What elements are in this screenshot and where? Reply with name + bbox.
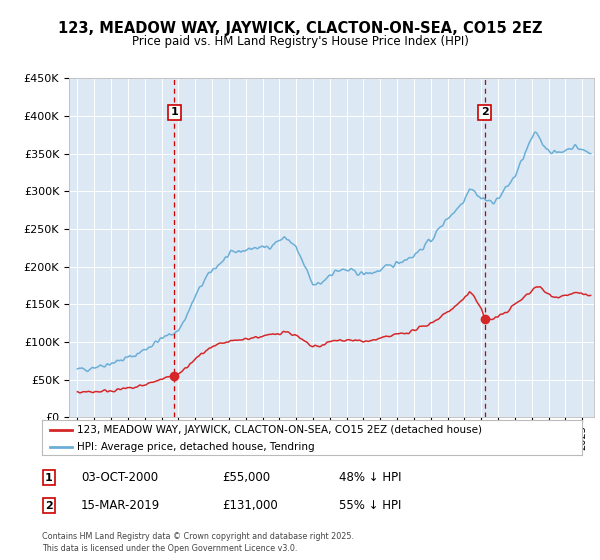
Text: 15-MAR-2019: 15-MAR-2019 — [81, 499, 160, 512]
Text: 48% ↓ HPI: 48% ↓ HPI — [339, 471, 401, 484]
Text: HPI: Average price, detached house, Tendring: HPI: Average price, detached house, Tend… — [77, 442, 315, 452]
Text: 2: 2 — [45, 501, 53, 511]
Text: 1: 1 — [45, 473, 53, 483]
Text: 1: 1 — [170, 108, 178, 117]
Text: Contains HM Land Registry data © Crown copyright and database right 2025.
This d: Contains HM Land Registry data © Crown c… — [42, 532, 354, 553]
Text: £55,000: £55,000 — [222, 471, 270, 484]
Text: 123, MEADOW WAY, JAYWICK, CLACTON-ON-SEA, CO15 2EZ: 123, MEADOW WAY, JAYWICK, CLACTON-ON-SEA… — [58, 21, 542, 36]
Text: 55% ↓ HPI: 55% ↓ HPI — [339, 499, 401, 512]
Text: Price paid vs. HM Land Registry's House Price Index (HPI): Price paid vs. HM Land Registry's House … — [131, 35, 469, 48]
Text: 123, MEADOW WAY, JAYWICK, CLACTON-ON-SEA, CO15 2EZ (detached house): 123, MEADOW WAY, JAYWICK, CLACTON-ON-SEA… — [77, 424, 482, 435]
Text: £131,000: £131,000 — [222, 499, 278, 512]
Text: 03-OCT-2000: 03-OCT-2000 — [81, 471, 158, 484]
Text: 2: 2 — [481, 108, 488, 117]
